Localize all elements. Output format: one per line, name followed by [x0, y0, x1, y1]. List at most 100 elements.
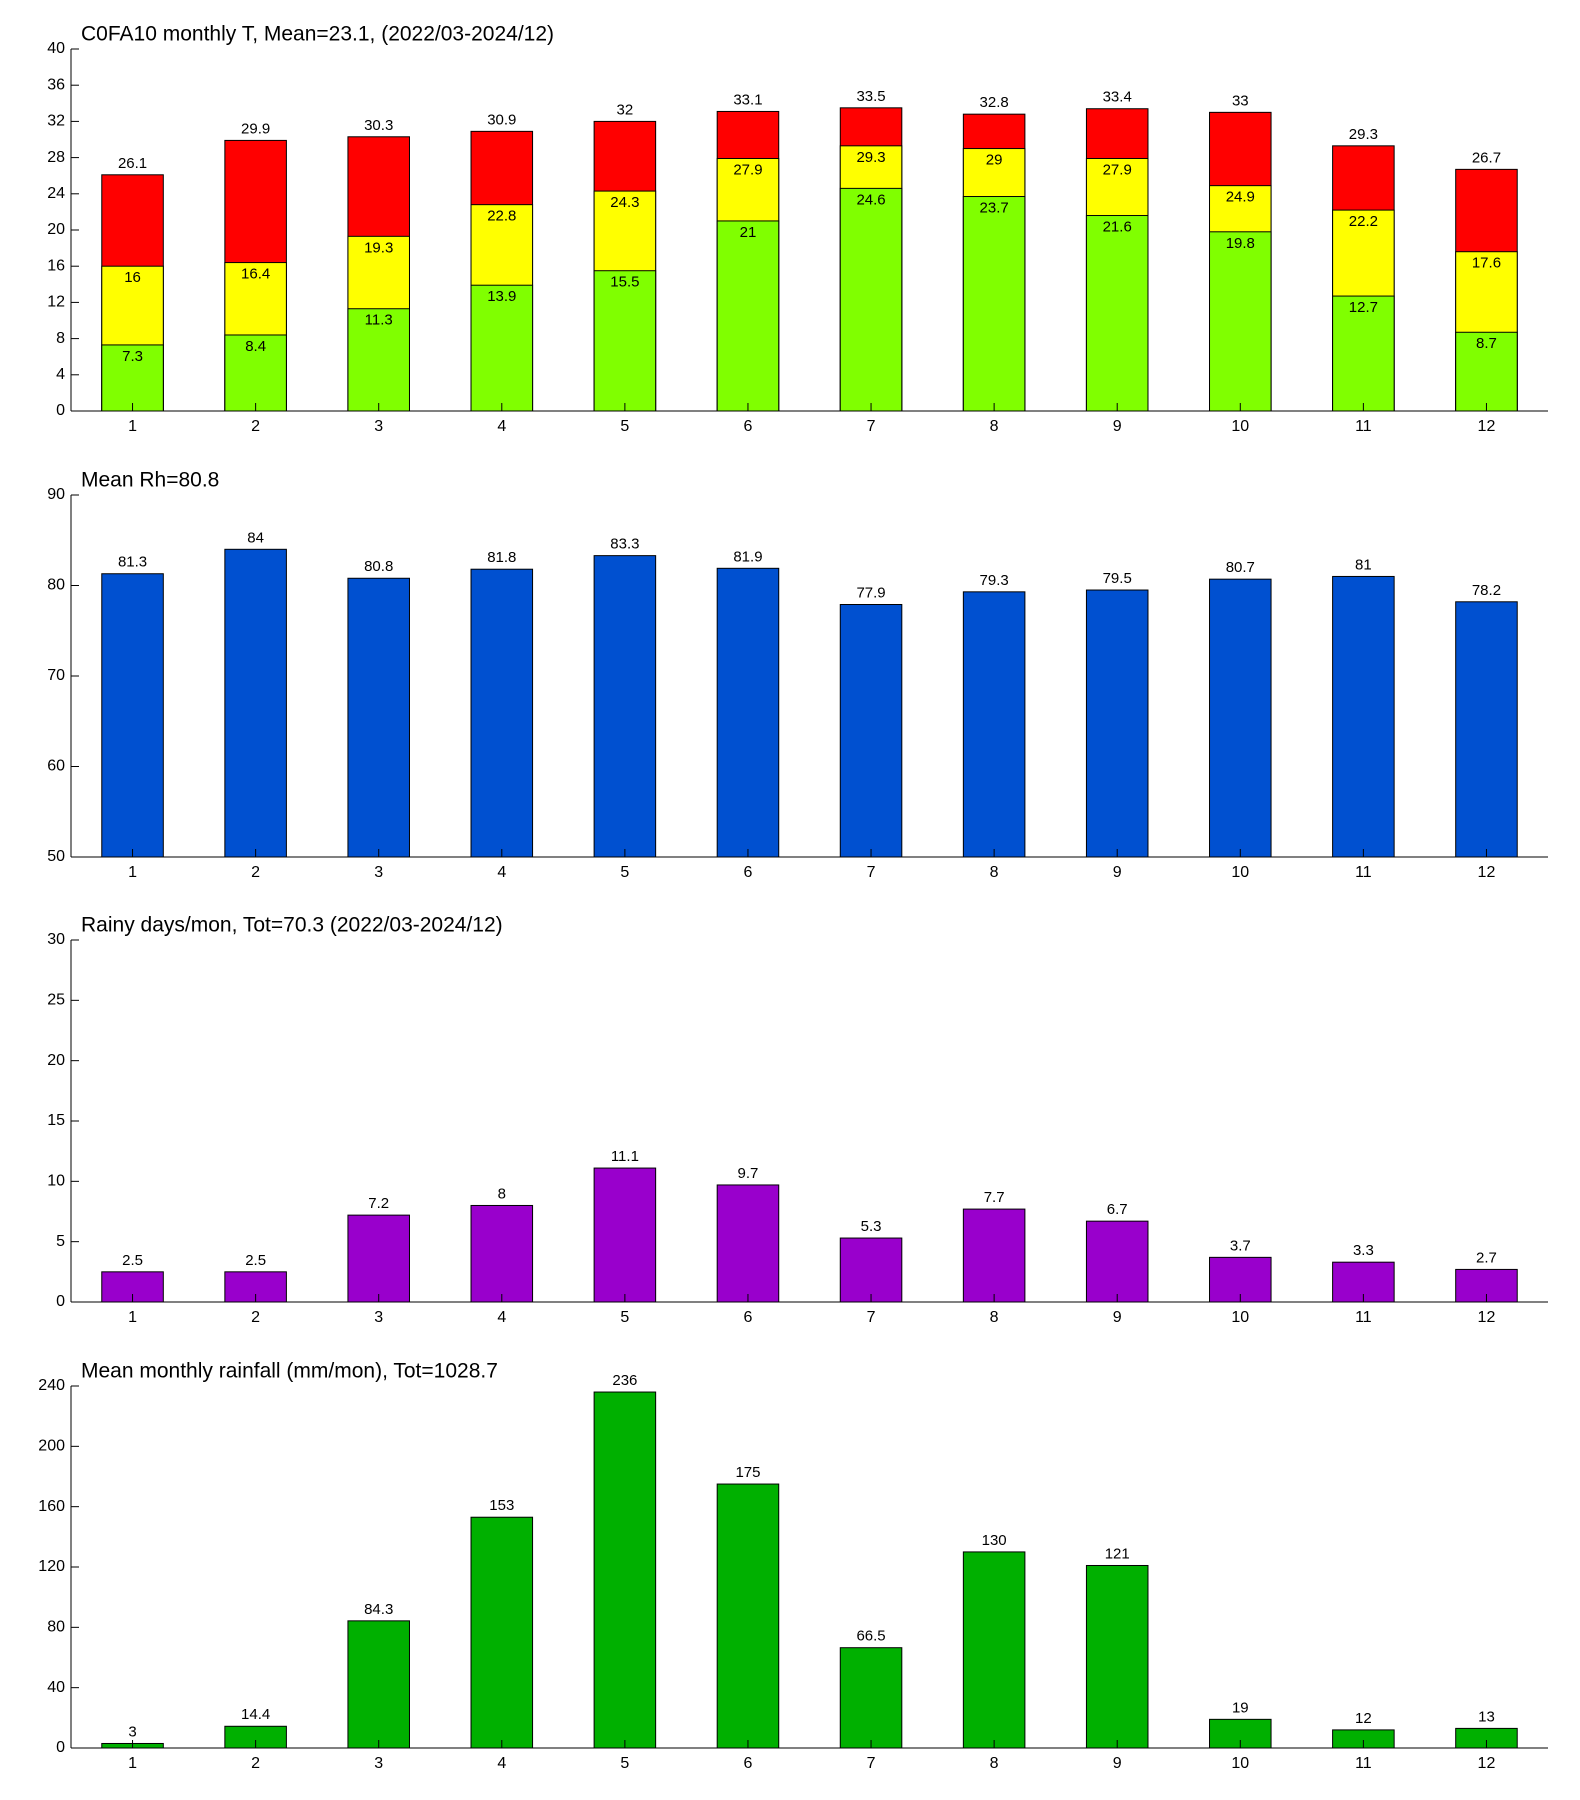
value-label: 32.8	[980, 94, 1009, 111]
chart-title: Mean Rh=80.8	[81, 469, 219, 492]
value-label: 29	[986, 152, 1003, 169]
x-tick-label: 12	[1478, 864, 1496, 881]
bar	[716, 567, 780, 858]
bar	[101, 1271, 164, 1303]
value-label: 81.9	[733, 548, 762, 565]
y-tick-label: 36	[47, 76, 65, 93]
bar	[347, 1214, 410, 1303]
x-tick-label: 11	[1355, 864, 1372, 881]
x-tick-label: 10	[1231, 1755, 1249, 1772]
y-tick-label: 200	[38, 1438, 65, 1455]
value-label: 236	[612, 1372, 637, 1389]
bar	[224, 548, 287, 858]
value-label: 19.8	[1226, 235, 1255, 252]
bar	[1085, 215, 1149, 412]
value-label: 7.7	[984, 1189, 1005, 1206]
x-tick-label: 6	[744, 418, 753, 435]
bar	[962, 1208, 1026, 1303]
bar	[593, 270, 657, 412]
x-tick-label: 10	[1231, 864, 1249, 881]
y-tick-label: 28	[47, 149, 65, 166]
value-label: 13.9	[487, 288, 516, 305]
value-label: 80.8	[364, 558, 393, 575]
bar	[1085, 1220, 1149, 1303]
x-tick-label: 1	[128, 1755, 137, 1772]
value-label: 15.5	[610, 274, 639, 291]
x-tick-label: 5	[620, 418, 629, 435]
x-tick-label: 11	[1355, 418, 1372, 435]
value-label: 7.3	[122, 348, 143, 365]
bar	[593, 555, 657, 858]
y-tick-label: 24	[47, 185, 65, 202]
y-tick-label: 4	[56, 366, 65, 383]
value-label: 33.1	[733, 91, 762, 108]
y-tick-label: 0	[56, 1739, 65, 1756]
x-tick-label: 12	[1478, 1755, 1496, 1772]
y-tick-label: 50	[47, 848, 65, 865]
y-tick-label: 80	[47, 577, 65, 594]
x-tick-label: 7	[867, 1309, 876, 1326]
value-label: 12	[1355, 1710, 1372, 1727]
value-label: 153	[489, 1497, 514, 1514]
value-label: 3.7	[1230, 1237, 1251, 1254]
value-label: 27.9	[733, 161, 762, 178]
x-tick-label: 4	[497, 1309, 506, 1326]
value-label: 33.5	[856, 88, 885, 105]
bar	[347, 577, 410, 858]
x-tick-label: 7	[867, 418, 876, 435]
value-label: 81.3	[118, 554, 147, 571]
value-label: 29.9	[241, 120, 270, 137]
value-label: 33.4	[1103, 89, 1132, 106]
x-tick-label: 7	[867, 1755, 876, 1772]
bar	[962, 1551, 1026, 1749]
value-label: 2.7	[1476, 1249, 1497, 1266]
y-tick-label: 32	[47, 113, 65, 130]
value-label: 33	[1232, 92, 1249, 109]
chart-title: Rainy days/mon, Tot=70.3 (2022/03-2024/1…	[81, 914, 503, 937]
value-label: 66.5	[856, 1628, 885, 1645]
bar	[1085, 589, 1149, 858]
value-label: 14.4	[241, 1706, 270, 1723]
value-label: 11.1	[611, 1148, 639, 1165]
value-label: 16.4	[241, 266, 270, 283]
x-tick-label: 8	[990, 1755, 999, 1772]
x-tick-label: 10	[1231, 1309, 1249, 1326]
bar	[716, 1483, 780, 1749]
y-tick-label: 80	[47, 1619, 65, 1636]
value-label: 81	[1355, 556, 1372, 573]
value-label: 17.6	[1472, 255, 1501, 272]
value-label: 84.3	[364, 1601, 393, 1618]
x-tick-label: 9	[1113, 1309, 1122, 1326]
y-tick-label: 20	[47, 1052, 65, 1069]
value-label: 2.5	[122, 1252, 143, 1269]
value-label: 79.5	[1103, 570, 1132, 587]
bar	[716, 220, 780, 412]
x-tick-label: 4	[497, 418, 506, 435]
y-tick-label: 40	[47, 40, 65, 57]
value-label: 9.7	[738, 1165, 759, 1182]
value-label: 8.4	[245, 338, 266, 355]
x-tick-label: 10	[1231, 418, 1249, 435]
bar	[1085, 1564, 1149, 1749]
bar	[839, 604, 903, 858]
x-tick-label: 9	[1113, 418, 1122, 435]
x-tick-label: 8	[990, 864, 999, 881]
x-tick-label: 5	[620, 864, 629, 881]
bar	[1332, 295, 1395, 412]
y-tick-label: 160	[38, 1498, 65, 1515]
value-label: 21	[740, 224, 757, 241]
y-tick-label: 10	[47, 1173, 65, 1190]
value-label: 19.3	[364, 239, 393, 256]
value-label: 80.7	[1226, 559, 1255, 576]
value-label: 78.2	[1472, 582, 1501, 599]
y-tick-label: 0	[56, 1293, 65, 1310]
y-tick-label: 12	[47, 294, 65, 311]
x-tick-label: 9	[1113, 864, 1122, 881]
x-tick-label: 5	[620, 1755, 629, 1772]
value-label: 83.3	[610, 536, 639, 553]
value-label: 32	[617, 101, 634, 118]
x-tick-label: 1	[128, 418, 137, 435]
x-tick-label: 11	[1355, 1309, 1372, 1326]
x-tick-label: 2	[251, 418, 260, 435]
